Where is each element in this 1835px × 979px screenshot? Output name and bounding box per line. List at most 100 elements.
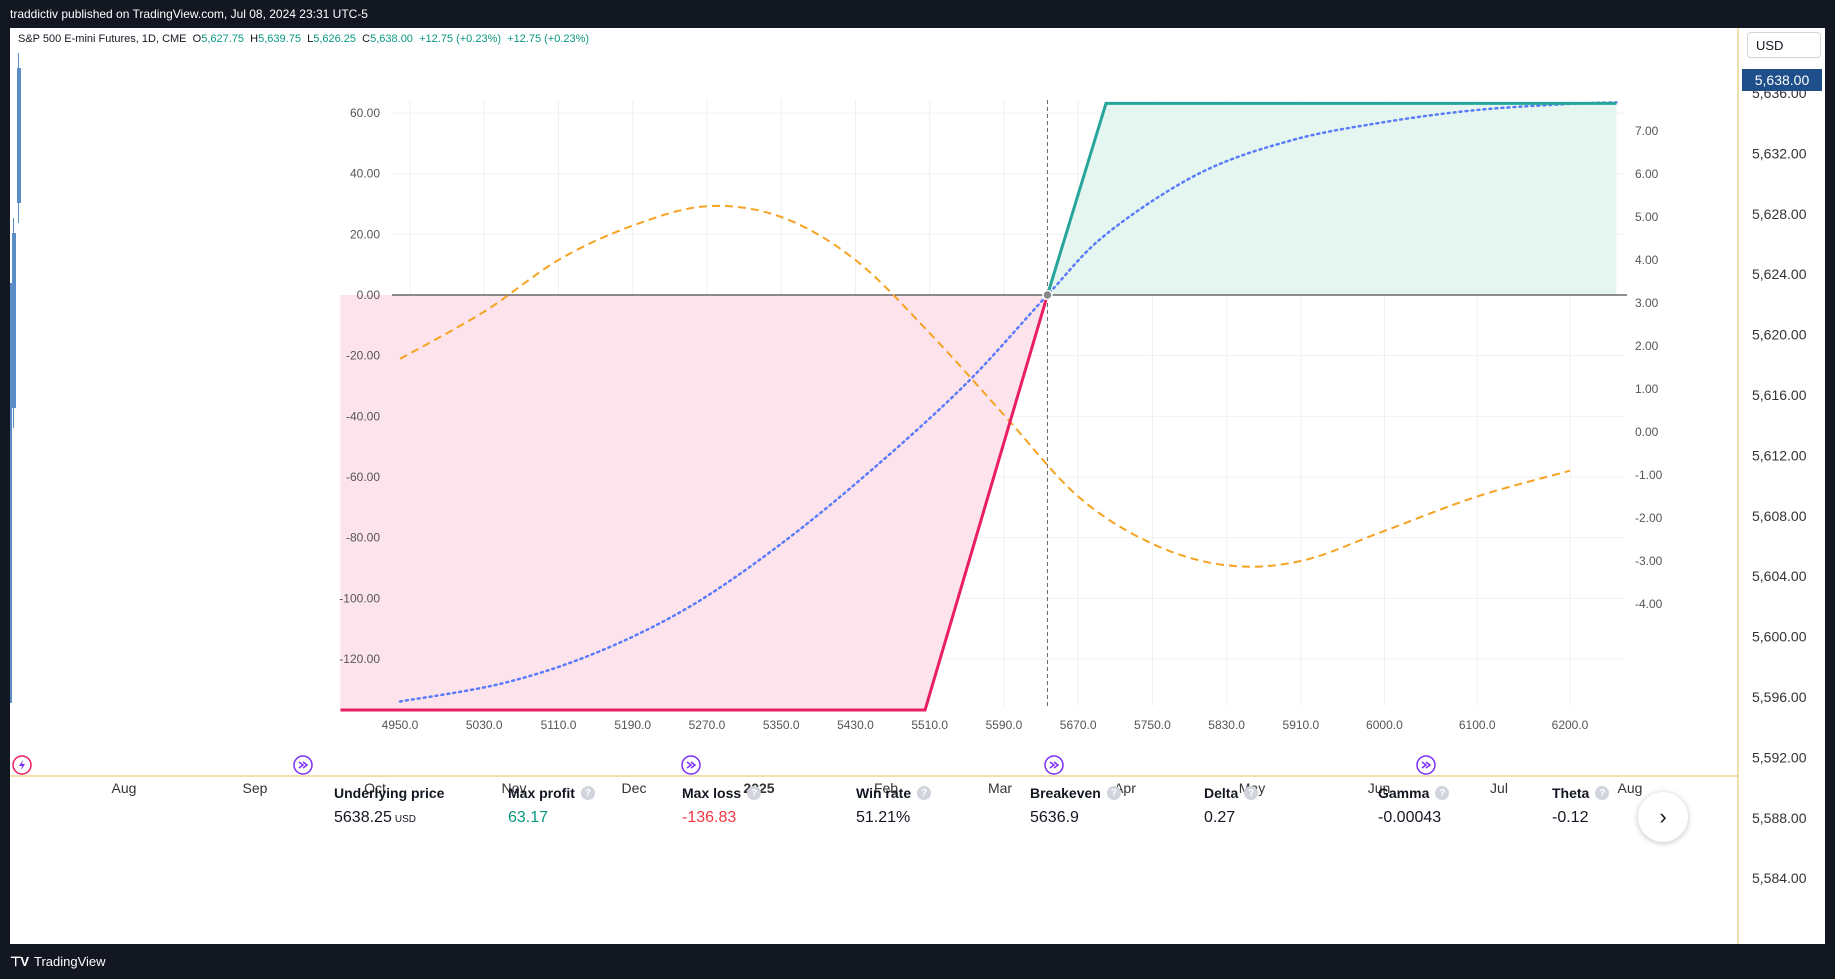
right-y-tick-label: 5.00	[1635, 210, 1659, 224]
right-y-tick-label: 6.00	[1635, 167, 1659, 181]
help-icon[interactable]: ?	[747, 786, 762, 800]
help-icon[interactable]: ?	[580, 786, 595, 800]
symbol-name[interactable]: S&P 500 E-mini Futures, 1D, CME	[18, 33, 187, 45]
candle-3	[10, 283, 12, 703]
help-icon[interactable]: ?	[1435, 786, 1450, 800]
price-tick-label: 5,584.00	[1752, 870, 1807, 886]
x-tick-label: 5750.0	[1134, 718, 1171, 732]
time-tick-label: Oct	[364, 780, 386, 796]
left-y-tick-label: -60.00	[346, 470, 380, 484]
low-label: L	[307, 33, 314, 45]
stat-label-text: Breakeven	[1030, 785, 1101, 801]
open-value: 5,627.75	[201, 33, 245, 45]
x-tick-label: 5510.0	[911, 718, 948, 732]
time-axis: AugSepOctNovDec2025FebMarAprMayJunJulAug	[112, 780, 1643, 796]
currency-label: USD	[1756, 37, 1784, 53]
stat-max-profit: Max profit? 63.17	[508, 785, 595, 827]
candle-1-wick	[18, 53, 19, 223]
next-button[interactable]: ›	[1638, 792, 1688, 842]
pnl-today-series	[398, 101, 1618, 703]
right-y-tick-label: 0.00	[1635, 425, 1659, 439]
stat-label-text: Max loss	[682, 785, 742, 801]
right-y-tick-label: 1.00	[1635, 382, 1659, 396]
time-tick-label: Jun	[1368, 780, 1391, 796]
right-y-tick-label: 7.00	[1635, 124, 1659, 138]
brand-name: TradingView	[34, 954, 106, 969]
breakeven-point	[1042, 289, 1053, 301]
left-y-tick-label: 20.00	[350, 227, 380, 241]
event-markers[interactable]	[12, 755, 1436, 775]
strategy-stats: Underlying price 5638.25 USD Max profit? 63.…	[324, 785, 1624, 845]
stat-label: Max loss?	[682, 785, 762, 801]
payoff-profit-line	[1046, 101, 1617, 296]
stat-label-text: Delta	[1204, 785, 1239, 801]
flash-event-icon	[12, 755, 32, 775]
stat-label: Gamma?	[1378, 785, 1450, 801]
stat-value: -0.12	[1552, 809, 1589, 826]
stat-win-rate: Win rate? 51.21%	[856, 785, 932, 827]
right-y-tick-label: 3.00	[1635, 296, 1659, 310]
chart-canvas[interactable]: 5,636.005,632.005,628.005,624.005,620.00…	[10, 28, 1825, 944]
right-y-tick-label: -1.00	[1635, 468, 1663, 482]
chart-frame[interactable]: 5,636.00 5,632.00 5,628.00 5,624.00 5,620.00…	[10, 28, 1825, 944]
dividend-event-icon	[293, 755, 313, 775]
x-tick-label: 5590.0	[986, 718, 1023, 732]
stat-label: Win rate?	[856, 785, 932, 801]
price-tick-label: 5,596.00	[1752, 689, 1807, 705]
stat-label-text: Underlying price	[334, 785, 445, 801]
stat-label-text: Gamma	[1378, 785, 1430, 801]
payoff-chart: 60.00 40.00 20.00 0.00 -20.00 -40.00 -60.00 -80…	[339, 100, 1663, 732]
high-value: 5,639.75	[258, 33, 301, 45]
time-tick-label: Dec	[622, 780, 647, 796]
time-tick-label: Nov	[502, 780, 527, 796]
x-tick-label: 5830.0	[1208, 718, 1245, 732]
x-tick-label: 6100.0	[1459, 718, 1496, 732]
x-tick-label: 5670.0	[1060, 718, 1097, 732]
stat-value: 5636.9	[1030, 809, 1079, 826]
price-tick-label: 5,588.00	[1752, 810, 1807, 826]
price-axis: 5,636.005,632.005,628.005,624.005,620.00…	[1752, 85, 1807, 886]
currency-selector[interactable]: USD	[1747, 32, 1821, 58]
left-y-tick-label: -20.00	[346, 349, 380, 363]
publisher-text: traddictiv published on TradingView.com,…	[10, 7, 368, 21]
time-tick-label: Feb	[874, 780, 898, 796]
stat-value: 63.17	[508, 809, 549, 826]
help-icon[interactable]: ?	[1244, 786, 1259, 800]
profit-area	[1047, 103, 1617, 295]
open-label: O	[192, 33, 202, 45]
left-y-tick-label: -120.00	[339, 652, 380, 666]
stat-value: 0.27	[1204, 809, 1236, 826]
left-y-tick-label: -80.00	[346, 531, 380, 545]
help-icon[interactable]: ?	[1106, 786, 1121, 800]
stat-label: Theta?	[1552, 785, 1610, 801]
price-tick-label: 5,604.00	[1752, 568, 1807, 584]
dividend-event-icon	[681, 755, 701, 775]
stat-value: -136.83	[682, 809, 737, 826]
close-label: C	[362, 33, 371, 45]
loss-area	[340, 295, 1048, 711]
x-tick-label: 4950.0	[382, 718, 419, 732]
brand-bar: ⊤V TradingView	[0, 944, 1835, 979]
x-tick-label: 5190.0	[614, 718, 651, 732]
change-value: +12.75 (+0.23%)	[419, 33, 502, 45]
price-tick-label: 5,608.00	[1752, 508, 1807, 524]
price-tick-label: 5,624.00	[1752, 266, 1807, 282]
time-tick-label: Mar	[988, 780, 1012, 796]
x-tick-label: 5030.0	[466, 718, 503, 732]
stat-label: Max profit?	[508, 785, 595, 801]
stat-label-text: Max profit	[508, 785, 575, 801]
symbol-legend[interactable]: S&P 500 E-mini Futures, 1D, CME O5,627.7…	[18, 33, 589, 45]
left-y-tick-label: -40.00	[346, 409, 380, 423]
help-icon[interactable]: ?	[1595, 786, 1610, 800]
x-tick-label: 6000.0	[1366, 718, 1403, 732]
low-value: 5,626.25	[313, 33, 357, 45]
x-tick-label: 5270.0	[689, 718, 726, 732]
stat-delta: Delta? 0.27	[1204, 785, 1259, 827]
help-icon[interactable]: ?	[917, 786, 932, 800]
stat-label: Delta?	[1204, 785, 1259, 801]
mini-candles	[10, 53, 21, 703]
stat-value: 51.21%	[856, 809, 911, 826]
right-y-tick-label: -3.00	[1635, 554, 1663, 568]
stat-underlying-price: Underlying price 5638.25 USD	[334, 785, 444, 827]
x-tick-label: 6200.0	[1552, 718, 1589, 732]
